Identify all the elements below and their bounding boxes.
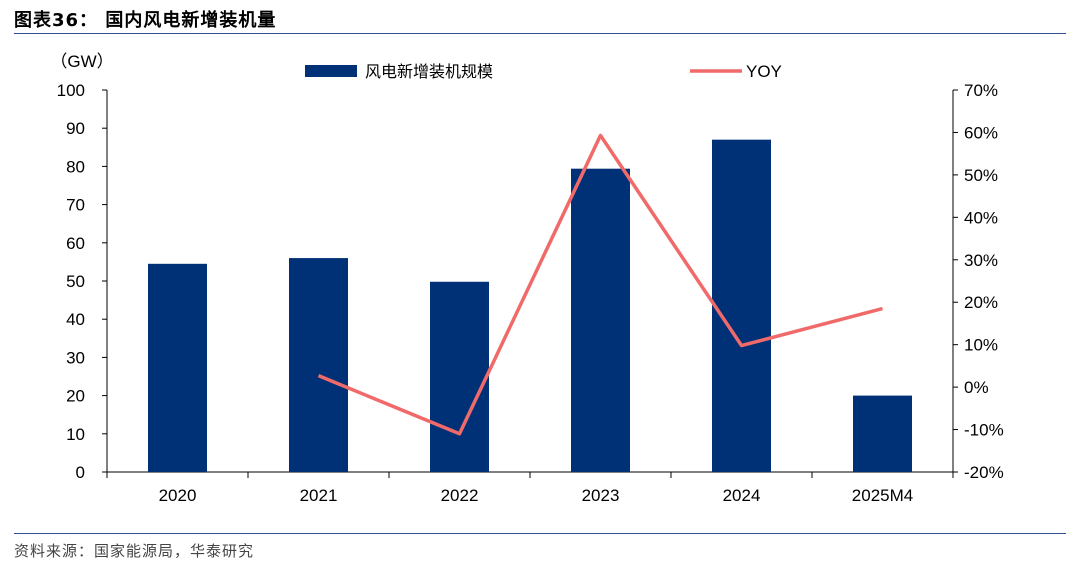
- yoy-line: [317, 133, 883, 436]
- left-tick-label: 0: [76, 463, 85, 482]
- left-tick-label: 30: [66, 348, 85, 367]
- bar-2024: [712, 139, 771, 472]
- left-tick-label: 40: [66, 310, 85, 329]
- right-tick-label: 50%: [964, 166, 998, 185]
- right-tick-label: 10%: [964, 336, 998, 355]
- x-tick-label: 2020: [159, 486, 197, 505]
- legend-bar-label: 风电新增装机规模: [365, 62, 493, 81]
- right-tick-label: 40%: [964, 208, 998, 227]
- left-tick-label: 50: [66, 272, 85, 291]
- right-tick-label: 60%: [964, 123, 998, 142]
- bars: [148, 139, 912, 472]
- x-tick-label: 2023: [582, 486, 620, 505]
- right-tick-label: 20%: [964, 293, 998, 312]
- right-tick-label: 30%: [964, 251, 998, 270]
- bar-2025M4: [853, 395, 912, 472]
- left-tick-label: 100: [57, 81, 85, 100]
- right-tick-label: 0%: [964, 378, 989, 397]
- bar-2021: [289, 258, 348, 472]
- right-tick-label: -10%: [964, 421, 1004, 440]
- legend: 风电新增装机规模 YOY: [305, 62, 782, 81]
- right-tick-label: -20%: [964, 463, 1004, 482]
- left-tick-label: 90: [66, 119, 85, 138]
- bar-2022: [430, 281, 489, 472]
- top-divider: [14, 33, 1066, 34]
- x-tick-label: 2024: [723, 486, 761, 505]
- bar-2023: [571, 168, 630, 472]
- left-tick-label: 60: [66, 234, 85, 253]
- x-tick-label: 2022: [441, 486, 479, 505]
- left-axis-unit-label: （GW）: [50, 52, 113, 71]
- legend-bar-swatch: [305, 65, 357, 77]
- right-tick-label: 70%: [964, 81, 998, 100]
- x-tick-label: 2021: [300, 486, 338, 505]
- left-tick-label: 70: [66, 196, 85, 215]
- axes: 0 10 20 30 40 50 60 70 80 90 100 -20% -10% 0% 10% 20% 30…: [57, 81, 1004, 505]
- bottom-divider: [14, 533, 1066, 534]
- legend-line-label: YOY: [746, 62, 782, 81]
- left-tick-label: 80: [66, 157, 85, 176]
- bar-2020: [148, 263, 207, 472]
- figure-title: 图表36： 国内风电新增装机量: [14, 10, 277, 31]
- left-tick-label: 20: [66, 387, 85, 406]
- chart: （GW） 风电新增装机规模 YOY 0 10 20 30 40 50 60 70 80 90 100…: [50, 52, 1004, 505]
- source-note: 资料来源：国家能源局，华泰研究: [14, 542, 255, 560]
- x-tick-label: 2025M4: [852, 486, 913, 505]
- left-tick-label: 10: [66, 425, 85, 444]
